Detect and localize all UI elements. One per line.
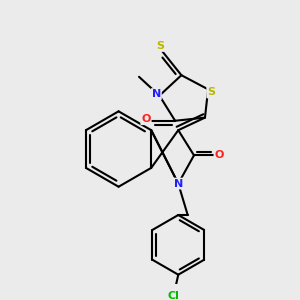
Text: N: N — [174, 178, 183, 189]
Text: S: S — [156, 41, 164, 51]
Text: N: N — [152, 89, 161, 99]
Text: Cl: Cl — [168, 291, 179, 300]
Text: O: O — [214, 150, 224, 160]
Text: S: S — [207, 88, 215, 98]
Text: O: O — [141, 114, 151, 124]
